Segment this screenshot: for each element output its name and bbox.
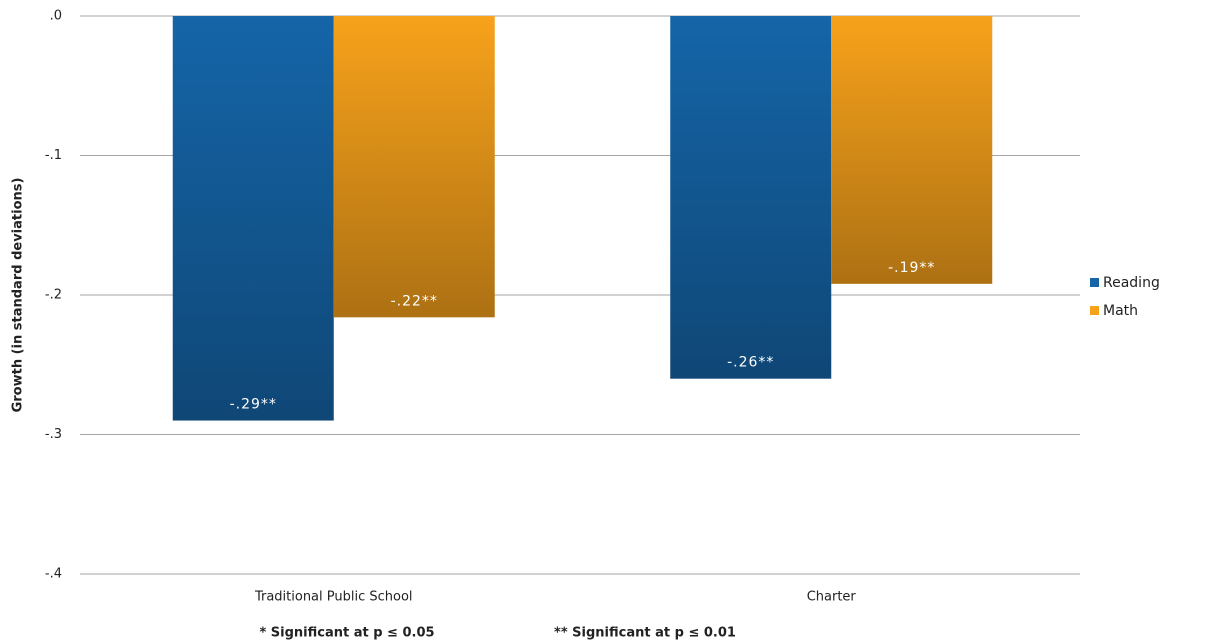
footnote: * Significant at p ≤ 0.05 (259, 626, 434, 641)
data-label: -.26** (727, 355, 774, 371)
x-tick-label: Traditional Public School (254, 590, 413, 605)
y-tick-label: -.4 (45, 567, 62, 582)
bar (670, 16, 832, 379)
data-label: -.29** (230, 397, 277, 413)
legend-label: Reading (1103, 275, 1160, 291)
legend-label: Math (1103, 303, 1138, 319)
bar (172, 16, 334, 421)
y-tick-label: -.1 (45, 148, 62, 163)
y-tick-label: -.2 (45, 288, 62, 303)
x-tick-label: Charter (807, 590, 857, 605)
legend-swatch (1090, 306, 1099, 315)
y-axis-title: Growth (in standard deviations) (11, 178, 26, 413)
data-label: -.19** (888, 260, 935, 276)
bar (333, 16, 495, 318)
legend-swatch (1090, 278, 1099, 287)
data-label: -.22** (391, 293, 438, 309)
bar (831, 16, 993, 284)
footnote: ** Significant at p ≤ 0.01 (554, 626, 736, 641)
y-tick-label: -.3 (45, 427, 62, 442)
y-tick-label: .0 (50, 9, 62, 24)
